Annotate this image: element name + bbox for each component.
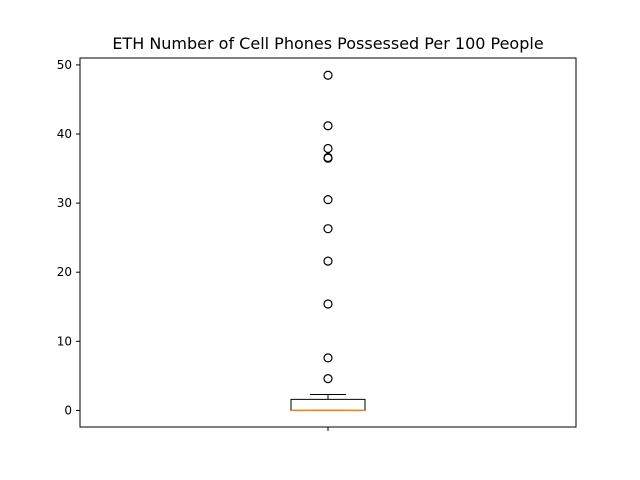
- outlier-point: [323, 143, 333, 154]
- outlier-point: [323, 195, 333, 205]
- outlier-points: [323, 70, 333, 384]
- plot-frame: [79, 57, 577, 428]
- box-element: [290, 394, 366, 412]
- y-tick-label: 0: [64, 403, 72, 417]
- y-tick-label: 50: [57, 58, 72, 72]
- outlier-point: [323, 70, 333, 80]
- outlier-point: [323, 374, 333, 384]
- outlier-point: [323, 353, 333, 363]
- y-tick-label: 10: [57, 334, 72, 348]
- y-tick-label: 20: [57, 265, 72, 279]
- outlier-point: [323, 121, 333, 131]
- chart-title: ETH Number of Cell Phones Possessed Per …: [112, 34, 543, 53]
- y-axis: 0 10 20 30 40 50: [57, 58, 80, 417]
- outlier-point: [323, 152, 333, 163]
- outlier-point: [323, 299, 333, 309]
- outlier-point: [323, 256, 333, 266]
- y-tick-label: 40: [57, 127, 72, 141]
- outlier-point: [323, 224, 333, 234]
- y-tick-label: 30: [57, 196, 72, 210]
